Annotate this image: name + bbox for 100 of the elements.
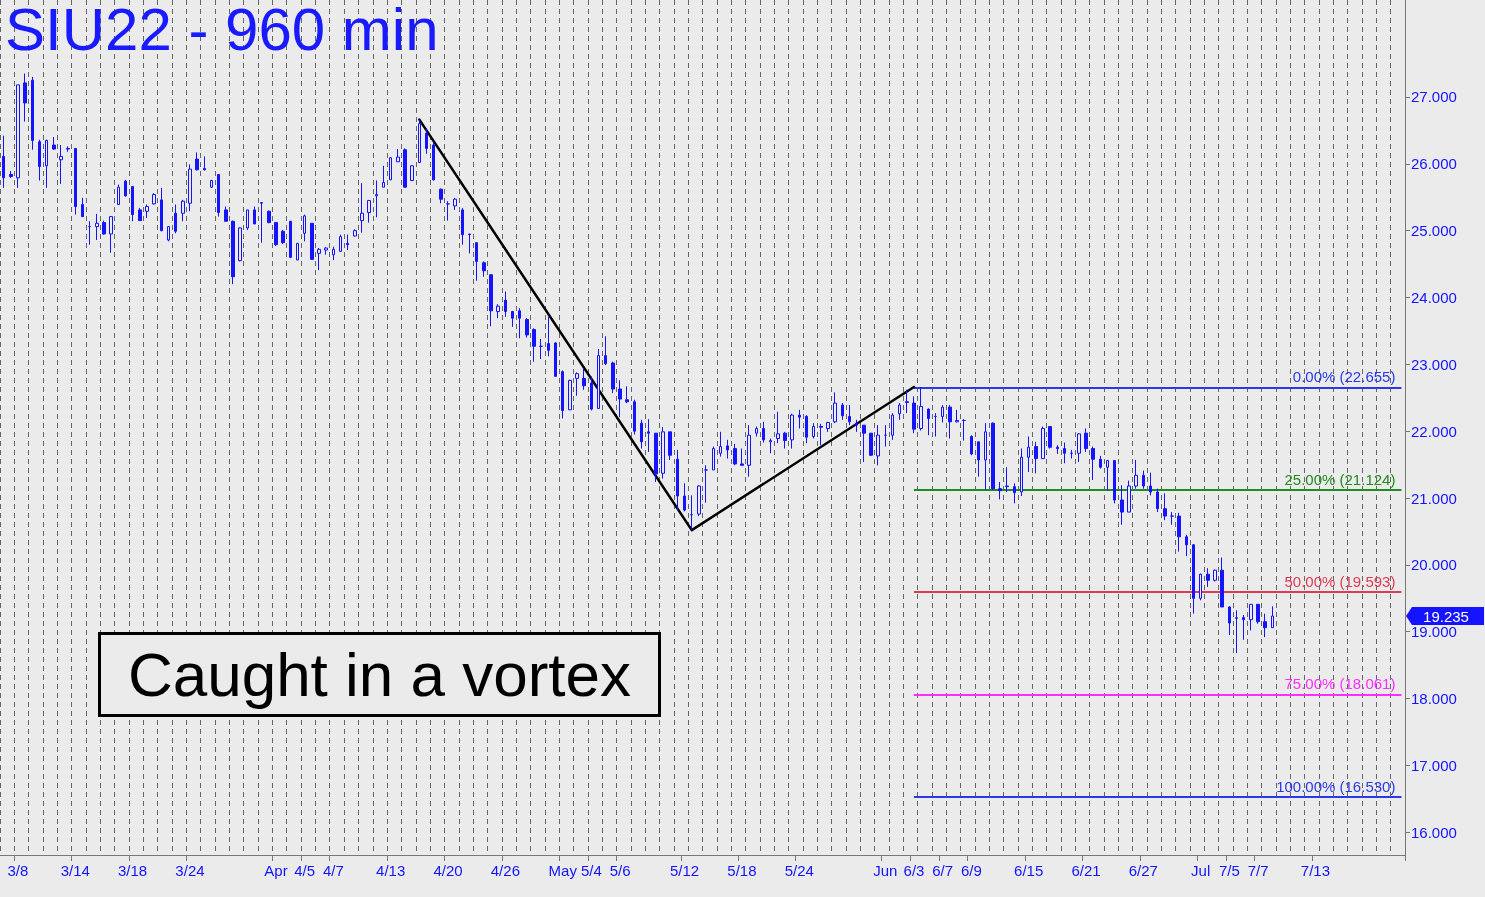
candlestick	[912, 395, 916, 434]
candlestick	[984, 422, 987, 491]
candlestick	[1027, 436, 1030, 473]
candlestick	[317, 247, 321, 271]
text: 19.235	[1423, 607, 1469, 625]
candlestick	[260, 202, 263, 244]
candlestick	[640, 419, 643, 450]
chart-title: SIU22 - 960 min	[5, 0, 439, 63]
candlestick	[138, 207, 142, 222]
candlestick	[1091, 446, 1095, 481]
candlestick	[210, 179, 213, 189]
candlestick	[1106, 459, 1109, 492]
candlestick	[1063, 442, 1066, 464]
x-tick-label: 4/7	[322, 862, 344, 879]
candlestick	[819, 423, 823, 446]
ref-line-label: 50.00% (19.593)	[1284, 573, 1396, 591]
candlestick	[74, 147, 77, 216]
candlestick	[475, 242, 478, 282]
candlestick	[95, 213, 99, 241]
candlestick	[597, 348, 600, 410]
candlestick	[805, 414, 808, 444]
candlestick	[618, 379, 622, 418]
x-tick-label: 5/24	[784, 862, 814, 879]
candlestick	[1077, 432, 1081, 463]
candlestick	[611, 361, 615, 394]
candlestick	[23, 73, 27, 123]
candlestick	[1256, 603, 1260, 625]
candlestick	[726, 439, 729, 460]
candlestick	[1056, 444, 1059, 455]
x-tick-label: 5/12	[669, 862, 700, 879]
y-tick-label: 26.000	[1411, 155, 1457, 173]
candlestick	[647, 418, 650, 453]
candlestick	[869, 432, 873, 457]
candlestick	[1249, 603, 1253, 631]
x-tick-label: 6/15	[1014, 862, 1044, 879]
candlestick	[1134, 459, 1138, 490]
y-tick-label: 24.000	[1411, 288, 1457, 306]
candlestick	[310, 222, 314, 260]
x-tick-label: 3/8	[7, 862, 29, 879]
x-tick-label: Jun	[873, 862, 898, 879]
x-tick-label: 6/9	[960, 862, 982, 879]
candlestick	[152, 192, 156, 206]
candlestick	[31, 76, 34, 151]
x-tick-label: 6/27	[1128, 862, 1158, 879]
candlestick	[1041, 426, 1045, 460]
candlestick	[977, 441, 980, 478]
candlestick	[38, 139, 41, 181]
candlestick	[332, 246, 335, 261]
candlestick	[217, 173, 220, 218]
candlestick	[231, 220, 235, 285]
candlestick	[468, 233, 471, 254]
y-tick-label: 23.000	[1411, 355, 1457, 373]
candlestick	[719, 431, 722, 458]
candlestick	[1242, 614, 1245, 641]
candlestick	[181, 199, 185, 222]
ref-line-label: 75.00% (18.061)	[1284, 675, 1396, 693]
candlestick	[88, 220, 91, 246]
x-tick-label: 4/26	[490, 862, 520, 879]
candlestick	[905, 389, 909, 414]
candlestick	[991, 421, 995, 491]
candlestick	[160, 187, 163, 232]
candlestick	[1020, 448, 1023, 497]
candlestick	[798, 409, 801, 429]
candlestick	[654, 432, 658, 483]
candlestick	[410, 164, 414, 182]
x-tick-label: May	[548, 862, 578, 879]
candlestick	[389, 156, 392, 181]
candlestick	[1120, 484, 1124, 526]
candlestick	[289, 220, 292, 259]
candlestick	[453, 197, 457, 211]
candlestick	[962, 418, 966, 442]
candlestick	[195, 151, 199, 171]
candlestick	[367, 199, 371, 224]
annotation: Caught in a vortex	[127, 640, 632, 709]
candlestick	[360, 182, 364, 234]
x-tick-label: Apr	[264, 862, 288, 879]
candlestick	[303, 214, 306, 242]
candlestick	[755, 426, 758, 438]
candlestick	[740, 448, 744, 466]
candlestick	[891, 412, 894, 441]
candlestick	[109, 216, 113, 254]
candlestick	[496, 303, 500, 319]
candlestick	[532, 327, 536, 363]
candlestick	[561, 369, 564, 419]
candlestick	[547, 316, 550, 357]
candlestick	[1185, 534, 1188, 557]
candlestick	[66, 145, 70, 153]
candlestick	[224, 206, 228, 222]
candlestick	[661, 426, 665, 480]
candlestick	[633, 399, 636, 436]
y-tick-label: 18.000	[1411, 690, 1457, 708]
candlestick	[898, 402, 901, 421]
candlestick	[790, 413, 794, 450]
candlestick	[762, 421, 765, 444]
x-tick-label: 5/6	[609, 862, 631, 879]
ref-line-label: 100.00% (16.530)	[1276, 777, 1396, 795]
candlestick	[1235, 609, 1238, 654]
candlestick	[1142, 470, 1145, 490]
candlestick	[439, 188, 443, 204]
candlestick	[253, 206, 256, 225]
